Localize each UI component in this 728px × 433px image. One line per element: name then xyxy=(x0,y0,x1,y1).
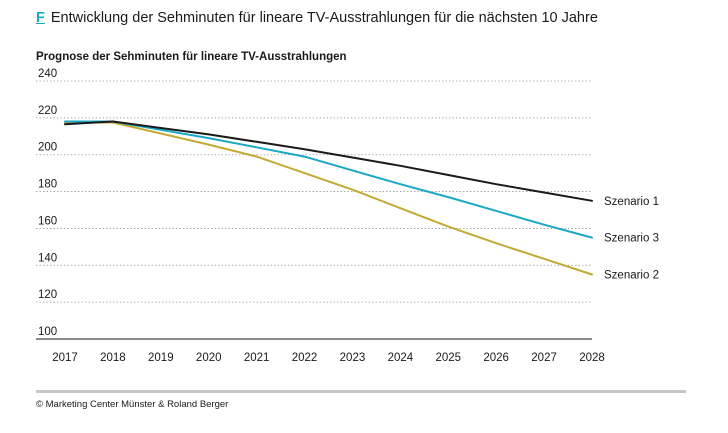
series-line-szenario-3 xyxy=(64,120,593,239)
series-lines xyxy=(64,120,593,276)
x-tick-label-2024: 2024 xyxy=(388,352,414,364)
figure-title: Entwicklung der Sehminuten für lineare T… xyxy=(50,10,598,26)
x-tick-label-2025: 2025 xyxy=(435,352,461,364)
series-label-szenario-3: Szenario 3 xyxy=(604,233,659,245)
x-tick-label-2019: 2019 xyxy=(148,352,174,364)
y-tick-label-140: 140 xyxy=(38,252,57,264)
source-note: © Marketing Center Münster & Roland Berg… xyxy=(36,399,229,410)
y-tick-label-120: 120 xyxy=(38,289,57,301)
footer-divider xyxy=(36,390,686,393)
x-tick-label-2026: 2026 xyxy=(483,352,509,364)
x-tick-label-2018: 2018 xyxy=(100,352,126,364)
series-line-szenario-1 xyxy=(64,120,593,202)
x-tick-label-2023: 2023 xyxy=(340,352,366,364)
gridlines xyxy=(36,80,592,340)
x-tick-label-2022: 2022 xyxy=(292,352,318,364)
chart-title: Prognose der Sehminuten für lineare TV-A… xyxy=(36,51,347,63)
y-axis-ticks: 100 120 140 160 180 200 220 240 xyxy=(38,68,57,338)
x-tick-label-2021: 2021 xyxy=(244,352,270,364)
x-tick-label-2020: 2020 xyxy=(196,352,222,364)
series-label-szenario-1: Szenario 1 xyxy=(604,196,659,208)
figure-header: F Entwicklung der Sehminuten für lineare … xyxy=(36,10,598,26)
x-tick-label-2017: 2017 xyxy=(52,352,78,364)
series-label-szenario-2: Szenario 2 xyxy=(604,270,659,282)
series-line-szenario-2 xyxy=(64,121,593,276)
y-tick-label-200: 200 xyxy=(38,142,57,154)
x-axis-ticks: 2017 2018 2019 2020 2021 2022 2023 2024 2025 2026… xyxy=(52,352,605,364)
series-labels: Szenario 1 Szenario 3 Szenario 2 xyxy=(604,196,659,282)
y-tick-label-240: 240 xyxy=(38,68,57,80)
y-tick-label-220: 220 xyxy=(38,105,57,117)
y-tick-label-160: 160 xyxy=(38,215,57,227)
x-tick-label-2028: 2028 xyxy=(579,352,605,364)
figure-letter: F xyxy=(36,10,45,26)
y-tick-label-100: 100 xyxy=(38,326,57,338)
x-tick-label-2027: 2027 xyxy=(531,352,557,364)
y-tick-label-180: 180 xyxy=(38,179,57,191)
